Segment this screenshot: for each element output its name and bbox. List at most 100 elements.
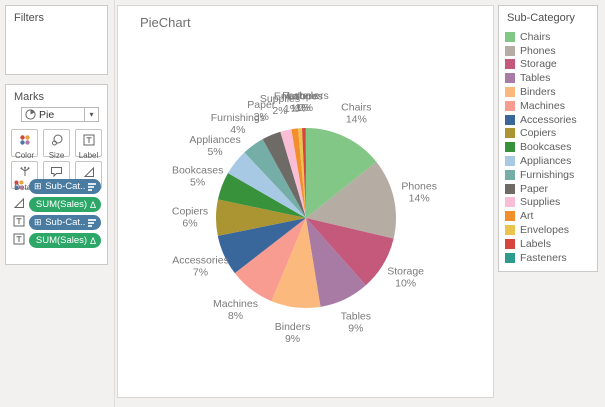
sheet-title: PieChart: [140, 15, 191, 30]
legend-item-supplies[interactable]: Supplies: [505, 196, 597, 210]
pill-sum-sales-label[interactable]: SUM(Sales) Δ: [29, 233, 101, 248]
pie-slice-art[interactable]: [291, 128, 306, 218]
legend-swatch[interactable]: [505, 73, 515, 84]
pie-slice-accessories[interactable]: [217, 218, 306, 274]
pie-slice-bookcases[interactable]: [217, 173, 306, 218]
legend-swatch[interactable]: [505, 225, 515, 236]
sort-legend-icon: [88, 182, 96, 192]
legend-swatch[interactable]: [505, 128, 515, 139]
legend-swatch[interactable]: [505, 252, 515, 263]
legend-label: Art: [520, 210, 534, 223]
legend-label: Bookcases: [520, 141, 572, 154]
pie-slice-chairs[interactable]: [306, 128, 377, 218]
pie-slice-furnishings[interactable]: [244, 139, 306, 218]
legend-swatch[interactable]: [505, 59, 515, 70]
legend-swatch[interactable]: [505, 183, 515, 194]
legend-item-storage[interactable]: Storage: [505, 58, 597, 72]
legend-item-machines[interactable]: Machines: [505, 99, 597, 113]
legend-item-fasteners[interactable]: Fasteners: [505, 251, 597, 265]
legend-swatch[interactable]: [505, 197, 515, 208]
legend-label: Storage: [520, 58, 557, 71]
legend-swatch[interactable]: [505, 31, 515, 42]
pill-sub-category-label[interactable]: ⊞ Sub-Cat..: [29, 215, 101, 230]
legend-item-art[interactable]: Art: [505, 209, 597, 223]
filters-shelf[interactable]: Filters: [5, 5, 108, 75]
legend-item-phones[interactable]: Phones: [505, 44, 597, 58]
legend-swatch[interactable]: [505, 238, 515, 249]
pie-slice-fasteners[interactable]: [305, 128, 306, 218]
pie-slice-copiers[interactable]: [216, 199, 306, 236]
marks-card: Marks Pie ▾ Color: [5, 84, 108, 265]
delta-icon[interactable]: Δ: [89, 235, 96, 246]
legend-label: Labels: [520, 237, 551, 250]
pie-slice-labels[interactable]: [302, 128, 306, 218]
legend-swatch[interactable]: [505, 169, 515, 180]
sort-legend-icon: [88, 218, 96, 228]
pill-row: SUM(Sales) Δ: [13, 197, 105, 212]
detail-button[interactable]: Detail: [11, 161, 38, 192]
legend-title: Sub-Category: [507, 12, 575, 24]
legend-item-binders[interactable]: Binders: [505, 85, 597, 99]
angle-icon: [13, 196, 25, 214]
filters-title: Filters: [14, 12, 44, 24]
legend-swatch[interactable]: [505, 100, 515, 111]
color-button[interactable]: Color: [11, 129, 38, 160]
legend-swatch[interactable]: [505, 156, 515, 167]
pie-slice-envelopes[interactable]: [298, 128, 306, 218]
text-icon: [13, 214, 25, 232]
legend-item-chairs[interactable]: Chairs: [505, 30, 597, 44]
pie-label-bookcases: Bookcases 5%: [172, 165, 223, 189]
pie-slice-appliances[interactable]: [227, 152, 306, 218]
legend-item-furnishings[interactable]: Furnishings: [505, 168, 597, 182]
legend-swatch[interactable]: [505, 87, 515, 98]
pie-slice-tables[interactable]: [306, 218, 366, 307]
pie-label-envelopes: Envelopes 1%: [274, 90, 323, 114]
size-icon: [51, 133, 63, 151]
pie-slice-paper[interactable]: [262, 131, 306, 218]
legend-swatch[interactable]: [505, 142, 515, 153]
legend-item-tables[interactable]: Tables: [505, 71, 597, 85]
pie-slice-storage[interactable]: [306, 218, 394, 286]
legend-label: Chairs: [520, 30, 551, 43]
left-panel: Filters Marks Pie ▾ Color: [0, 0, 115, 407]
pie-label-art: Art 1%: [284, 91, 299, 115]
legend-item-envelopes[interactable]: Envelopes: [505, 223, 597, 237]
legend-item-accessories[interactable]: Accessories: [505, 113, 597, 127]
pie-slice-binders[interactable]: [271, 218, 321, 308]
color-button-label: Color: [14, 151, 35, 160]
label-icon: [83, 133, 95, 151]
detail-button-label: Detail: [14, 183, 35, 192]
label-button[interactable]: Label: [75, 129, 102, 160]
pie-label-machines: Machines 8%: [213, 298, 258, 322]
size-button[interactable]: Size: [43, 129, 70, 160]
legend-item-paper[interactable]: Paper: [505, 182, 597, 196]
color-marks-icon: [13, 178, 25, 196]
legend-item-copiers[interactable]: Copiers: [505, 127, 597, 141]
legend-swatch[interactable]: [505, 114, 515, 125]
legend-item-bookcases[interactable]: Bookcases: [505, 140, 597, 154]
plus-box-icon[interactable]: ⊞: [34, 181, 42, 191]
plus-box-icon[interactable]: ⊞: [34, 217, 42, 227]
legend-swatch[interactable]: [505, 45, 515, 56]
pie-slice-machines[interactable]: [234, 218, 306, 302]
pill-sum-sales-angle[interactable]: SUM(Sales) Δ: [29, 197, 101, 212]
pie-label-storage: Storage 10%: [387, 265, 424, 289]
pie-label-appliances: Appliances 5%: [189, 134, 240, 158]
pie-label-chairs: Chairs 14%: [341, 101, 371, 125]
pie-slice-phones[interactable]: [306, 161, 396, 239]
chevron-down-icon[interactable]: ▾: [84, 108, 98, 121]
legend-item-appliances[interactable]: Appliances: [505, 154, 597, 168]
pie-slice-supplies[interactable]: [280, 129, 306, 218]
legend-items: Chairs Phones Storage Tables Binders Machines…: [499, 28, 597, 265]
mark-type-dropdown[interactable]: Pie ▾: [21, 107, 99, 122]
worksheet-canvas[interactable]: PieChart Chairs 14% Phones 14% Storage 10% Tab…: [117, 5, 494, 398]
pill-sub-category-color[interactable]: ⊞ Sub-Cat..: [29, 179, 101, 194]
pie-chart[interactable]: Chairs 14% Phones 14% Storage 10% Tables 9% Bind…: [118, 6, 493, 397]
pie-label-copiers: Copiers 6%: [172, 206, 208, 230]
legend-label: Paper: [520, 182, 549, 195]
pill-row: ⊞ Sub-Cat..: [13, 215, 105, 230]
pie-mark-icon: [22, 109, 36, 120]
legend-item-labels[interactable]: Labels: [505, 237, 597, 251]
delta-icon[interactable]: Δ: [89, 199, 96, 210]
legend-swatch[interactable]: [505, 211, 515, 222]
